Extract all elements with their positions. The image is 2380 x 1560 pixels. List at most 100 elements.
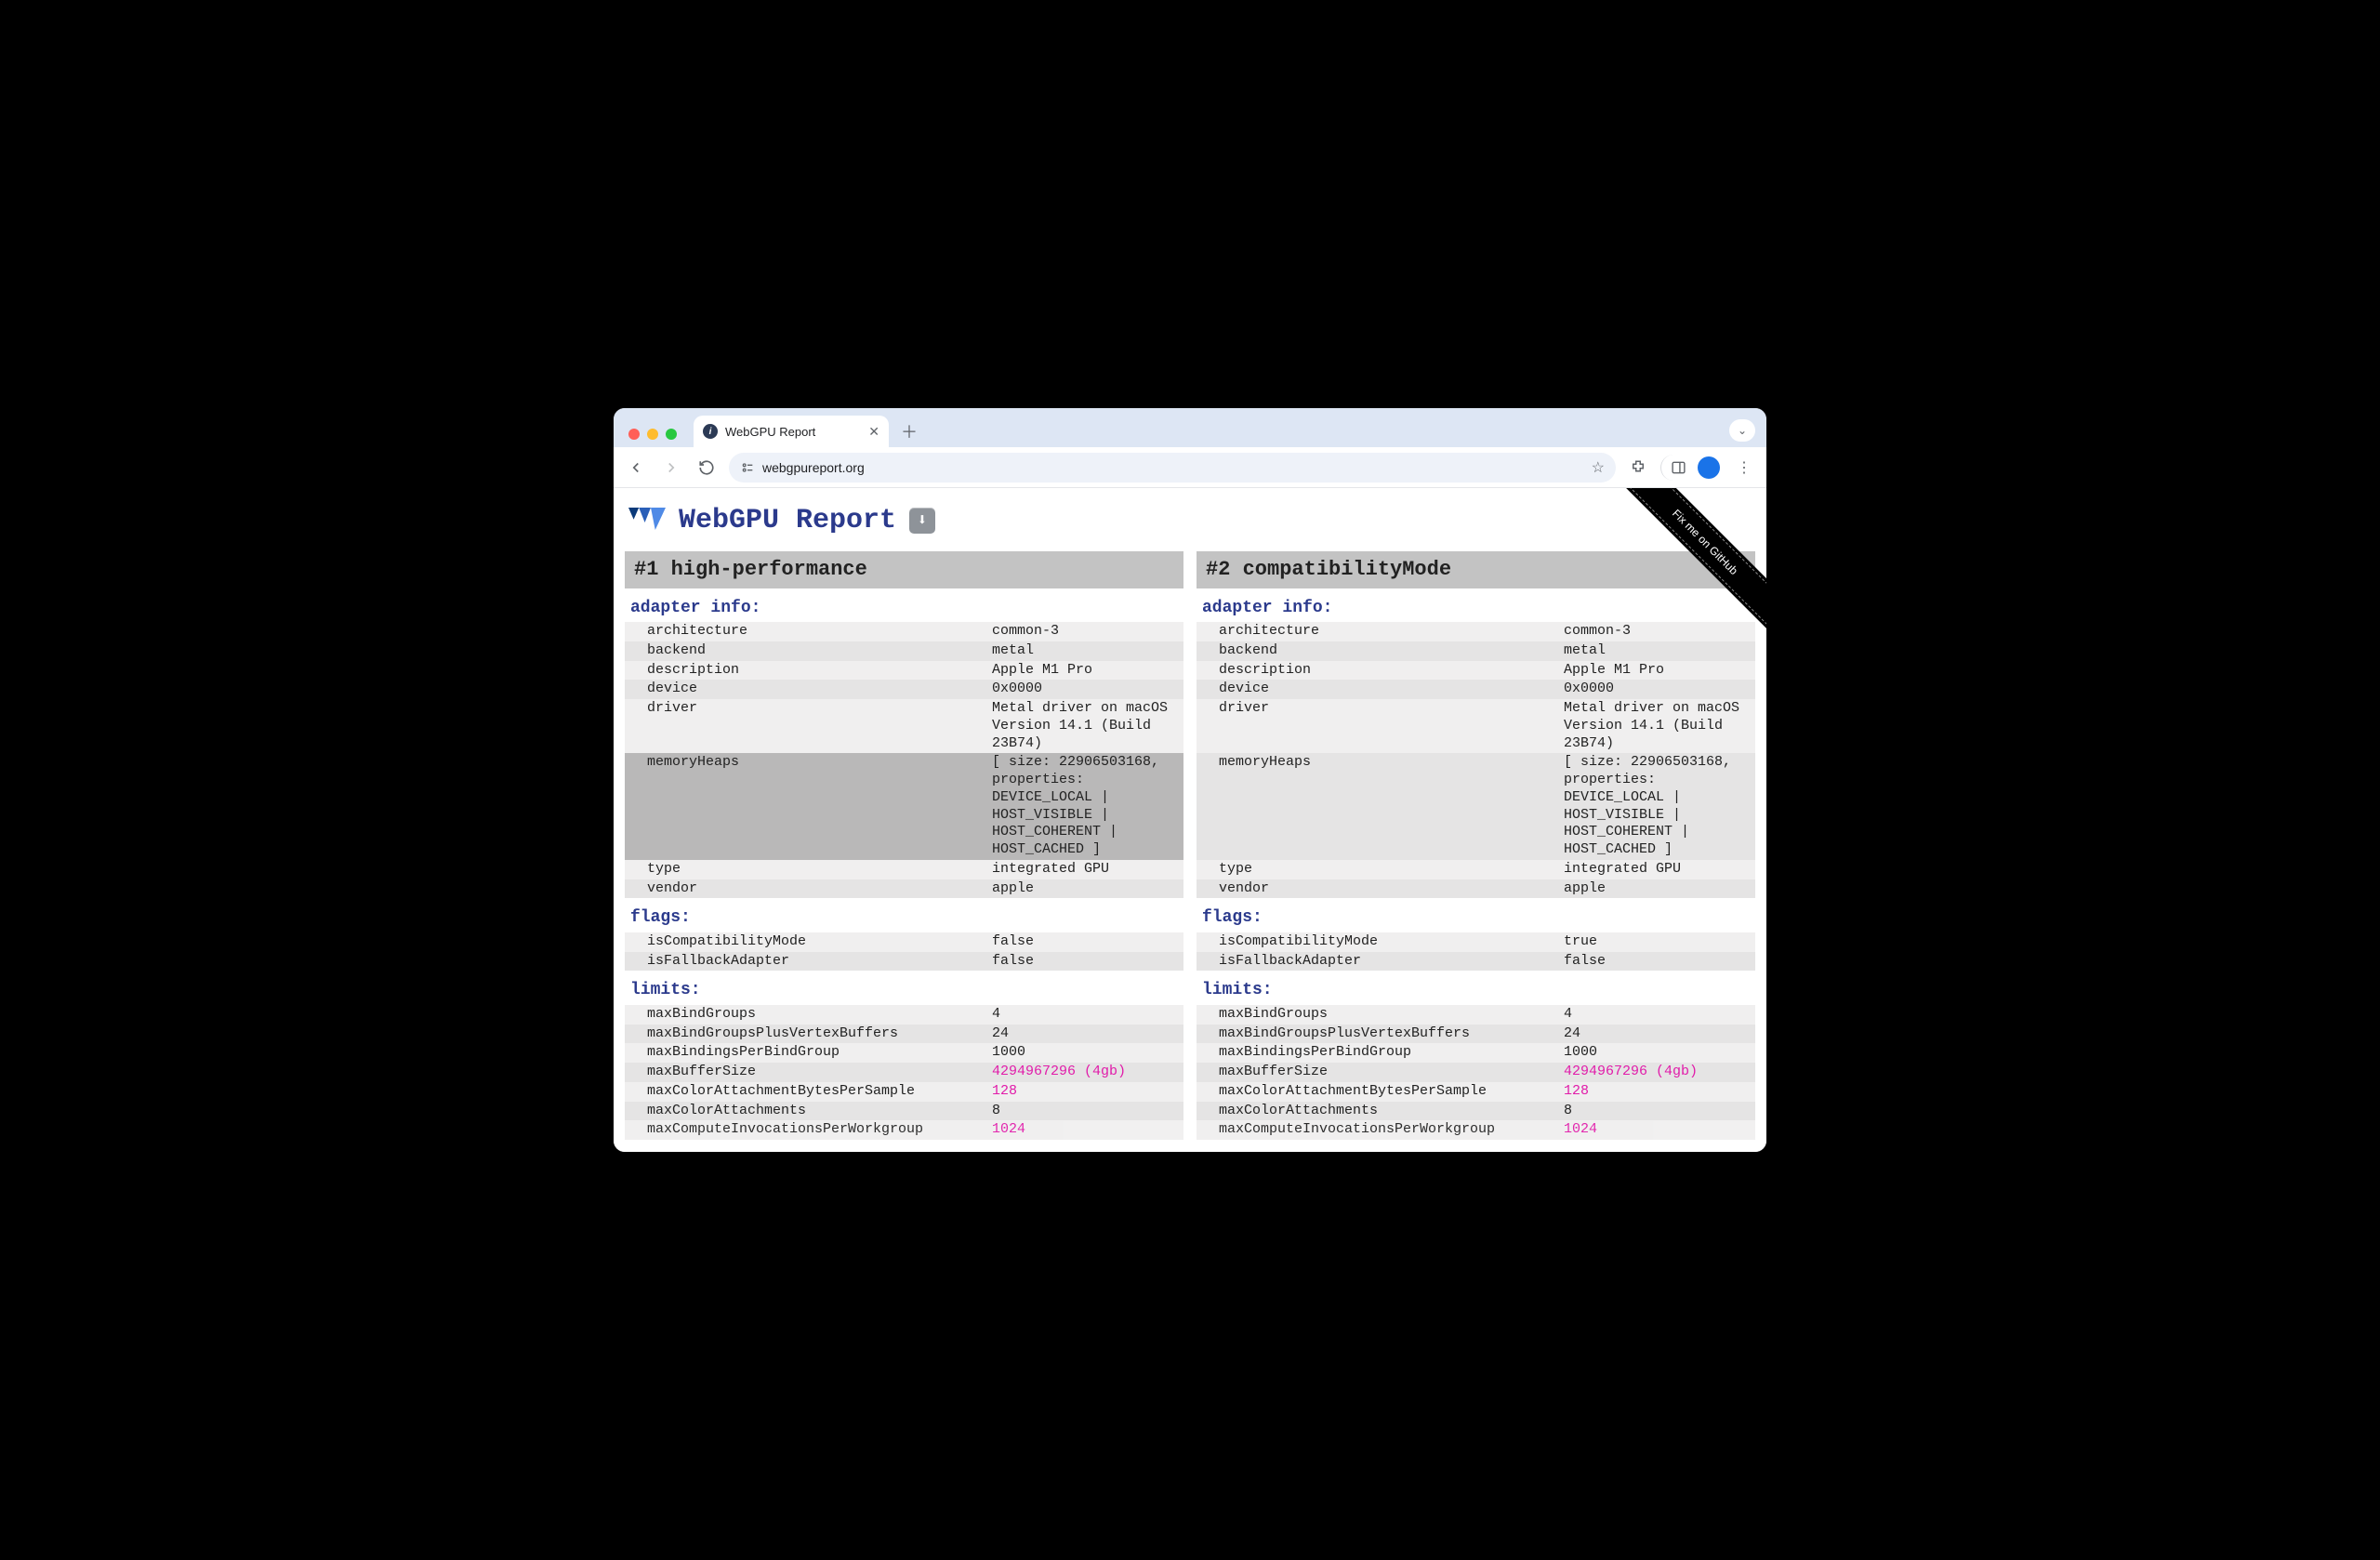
tab-title: WebGPU Report xyxy=(725,425,861,439)
kv-value: 4 xyxy=(992,1006,1178,1024)
kv-value: 4 xyxy=(1564,1006,1750,1024)
kv-value: metal xyxy=(992,642,1178,660)
kv-row: isCompatibilityModetrue xyxy=(1197,932,1755,952)
section-title: limits: xyxy=(625,971,1183,1005)
kv-row: device0x0000 xyxy=(625,680,1183,699)
kv-value: Apple M1 Pro xyxy=(1564,662,1750,680)
new-tab-button[interactable]: ＋ xyxy=(896,418,922,444)
kv-value: 1024 xyxy=(992,1121,1178,1139)
kv-row: driverMetal driver on macOS Version 14.1… xyxy=(625,699,1183,753)
page-heading: WebGPU Report ⬇ xyxy=(628,505,1752,536)
download-button[interactable]: ⬇ xyxy=(909,508,935,534)
site-info-icon[interactable] xyxy=(740,461,755,474)
browser-toolbar: webgpureport.org ☆ ⋮ xyxy=(614,447,1766,488)
kv-key: isFallbackAdapter xyxy=(1219,953,1564,971)
kv-key: maxBindingsPerBindGroup xyxy=(1219,1044,1564,1062)
tab-strip: i WebGPU Report ✕ ＋ ⌄ xyxy=(614,408,1766,447)
kv-key: isCompatibilityMode xyxy=(647,933,992,951)
kv-row: isFallbackAdapterfalse xyxy=(1197,952,1755,972)
kv-value: Metal driver on macOS Version 14.1 (Buil… xyxy=(1564,700,1750,752)
kv-key: maxBindGroups xyxy=(647,1006,992,1024)
kv-key: architecture xyxy=(647,623,992,641)
section-title: adapter info: xyxy=(625,588,1183,623)
github-ribbon-label: Fix me on GitHub xyxy=(1609,488,1766,638)
kv-row: backendmetal xyxy=(625,641,1183,661)
window-controls xyxy=(619,429,686,447)
kv-row: maxBindGroupsPlusVertexBuffers24 xyxy=(625,1025,1183,1044)
report-panel: #1 high-performanceadapter info:architec… xyxy=(625,551,1183,1140)
kv-key: architecture xyxy=(1219,623,1564,641)
kv-row: memoryHeaps[ size: 22906503168, properti… xyxy=(1197,753,1755,860)
section-title: flags: xyxy=(1197,898,1755,932)
maximize-window-button[interactable] xyxy=(666,429,677,440)
reload-button[interactable] xyxy=(694,455,720,481)
kv-row: maxBufferSize4294967296 (4gb) xyxy=(625,1063,1183,1082)
bookmark-star-icon[interactable]: ☆ xyxy=(1592,458,1605,477)
kv-key: vendor xyxy=(1219,880,1564,898)
address-bar[interactable]: webgpureport.org ☆ xyxy=(729,453,1616,483)
kv-row: isFallbackAdapterfalse xyxy=(625,952,1183,972)
kv-value: apple xyxy=(1564,880,1750,898)
kv-key: maxBufferSize xyxy=(647,1064,992,1081)
panels-grid: #1 high-performanceadapter info:architec… xyxy=(625,551,1755,1140)
kv-row: maxColorAttachments8 xyxy=(1197,1102,1755,1121)
close-window-button[interactable] xyxy=(628,429,640,440)
kv-value: 128 xyxy=(992,1083,1178,1101)
kv-row: isCompatibilityModefalse xyxy=(625,932,1183,952)
kv-row: maxColorAttachmentBytesPerSample128 xyxy=(1197,1082,1755,1102)
kv-key: backend xyxy=(1219,642,1564,660)
kv-key: type xyxy=(647,861,992,879)
kv-row: maxBindingsPerBindGroup1000 xyxy=(625,1043,1183,1063)
avatar-icon xyxy=(1698,456,1720,479)
close-tab-button[interactable]: ✕ xyxy=(868,424,879,440)
browser-tab[interactable]: i WebGPU Report ✕ xyxy=(694,416,889,447)
kv-row: vendorapple xyxy=(625,879,1183,899)
favicon-icon: i xyxy=(703,424,718,439)
kv-row: driverMetal driver on macOS Version 14.1… xyxy=(1197,699,1755,753)
url-text: webgpureport.org xyxy=(762,460,1584,475)
kv-key: memoryHeaps xyxy=(1219,754,1564,859)
kv-key: isFallbackAdapter xyxy=(647,953,992,971)
menu-button[interactable]: ⋮ xyxy=(1731,455,1757,481)
kv-key: type xyxy=(1219,861,1564,879)
side-panel-button[interactable] xyxy=(1660,455,1686,481)
kv-key: device xyxy=(647,681,992,698)
kv-row: maxBindGroups4 xyxy=(1197,1005,1755,1025)
kv-value: Apple M1 Pro xyxy=(992,662,1178,680)
kv-row: maxComputeInvocationsPerWorkgroup1024 xyxy=(625,1120,1183,1140)
kv-value: 1000 xyxy=(992,1044,1178,1062)
kv-row: vendorapple xyxy=(1197,879,1755,899)
minimize-window-button[interactable] xyxy=(647,429,658,440)
kv-value: 1024 xyxy=(1564,1121,1750,1139)
extensions-button[interactable] xyxy=(1625,455,1651,481)
github-ribbon[interactable]: Fix me on GitHub xyxy=(1599,488,1766,655)
kv-value: 8 xyxy=(1564,1103,1750,1120)
kv-row: maxBindGroups4 xyxy=(625,1005,1183,1025)
kv-value: 128 xyxy=(1564,1083,1750,1101)
kv-key: memoryHeaps xyxy=(647,754,992,859)
kv-key: description xyxy=(647,662,992,680)
kv-row: typeintegrated GPU xyxy=(1197,860,1755,879)
back-button[interactable] xyxy=(623,455,649,481)
kv-value: common-3 xyxy=(992,623,1178,641)
kv-key: maxColorAttachmentBytesPerSample xyxy=(647,1083,992,1101)
kv-row: maxBufferSize4294967296 (4gb) xyxy=(1197,1063,1755,1082)
profile-button[interactable] xyxy=(1696,455,1722,481)
kv-key: maxBindingsPerBindGroup xyxy=(647,1044,992,1062)
kv-key: maxBufferSize xyxy=(1219,1064,1564,1081)
kv-value: false xyxy=(1564,953,1750,971)
kv-key: maxBindGroupsPlusVertexBuffers xyxy=(647,1025,992,1043)
kv-value: 8 xyxy=(992,1103,1178,1120)
tab-overflow-button[interactable]: ⌄ xyxy=(1729,419,1755,442)
kv-value: apple xyxy=(992,880,1178,898)
kv-key: maxBindGroupsPlusVertexBuffers xyxy=(1219,1025,1564,1043)
webgpu-logo-icon xyxy=(628,508,666,534)
kv-row: memoryHeaps[ size: 22906503168, properti… xyxy=(625,753,1183,860)
kv-row: architecturecommon-3 xyxy=(625,622,1183,641)
kv-value: 4294967296 (4gb) xyxy=(992,1064,1178,1081)
kv-key: device xyxy=(1219,681,1564,698)
forward-button[interactable] xyxy=(658,455,684,481)
kv-row: descriptionApple M1 Pro xyxy=(1197,661,1755,681)
kv-value: false xyxy=(992,933,1178,951)
kv-key: maxBindGroups xyxy=(1219,1006,1564,1024)
